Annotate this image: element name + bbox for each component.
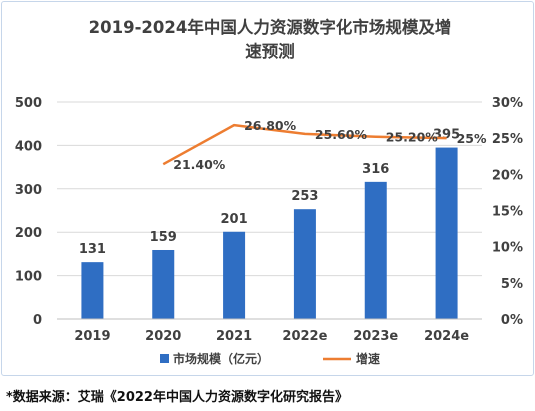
bar bbox=[435, 147, 458, 319]
chart-title-line-2: 速预测 bbox=[245, 41, 295, 61]
growth-value-label: 26.80% bbox=[244, 118, 297, 133]
bar-value-label: 253 bbox=[291, 189, 318, 204]
y-left-tick-label: 400 bbox=[15, 139, 42, 154]
y-left-tick-label: 300 bbox=[15, 183, 42, 198]
growth-line bbox=[162, 123, 447, 166]
x-tick-label: 2023e bbox=[353, 329, 398, 344]
axes: 0 100 200 300 400 500 0% 5% 10% 15% 20% 25% 30% 2019 2… bbox=[15, 96, 523, 344]
legend-label-growth: 增速 bbox=[356, 351, 380, 366]
x-tick-label: 2020 bbox=[145, 329, 181, 344]
growth-value-label: 21.40% bbox=[173, 157, 226, 172]
bar bbox=[223, 231, 246, 319]
y-left-tick-label: 500 bbox=[15, 96, 42, 111]
y-right-tick-label: 25% bbox=[492, 132, 523, 147]
bar-value-label: 316 bbox=[362, 162, 389, 177]
y-right-tick-label: 0% bbox=[501, 313, 523, 328]
x-tick-label: 2019 bbox=[74, 329, 110, 344]
growth-value-label: 25.20% bbox=[386, 130, 439, 145]
y-left-tick-label: 200 bbox=[15, 226, 42, 241]
y-right-tick-label: 30% bbox=[492, 96, 523, 111]
chart-frame: 2019-2024年中国人力资源数字化市场规模及增 速预测 131 159 201 2… bbox=[1, 1, 534, 376]
bar-value-label: 159 bbox=[150, 230, 177, 245]
growth-line-series: 21.40% 26.80% 25.60% 25.20% 25% bbox=[162, 118, 487, 172]
x-tick-label: 2021 bbox=[216, 329, 252, 344]
bar bbox=[293, 209, 316, 319]
y-right-tick-label: 20% bbox=[492, 168, 523, 183]
legend: 市场规模（亿元） 增速 bbox=[160, 351, 380, 366]
gridlines bbox=[57, 101, 482, 277]
bar-value-label: 131 bbox=[79, 242, 106, 257]
bar bbox=[364, 181, 387, 319]
bar bbox=[81, 262, 104, 319]
growth-value-label: 25% bbox=[457, 131, 487, 146]
x-tick-label: 2022e bbox=[282, 329, 327, 344]
bar bbox=[152, 249, 175, 319]
chart-canvas: 2019-2024年中国人力资源数字化市场规模及增 速预测 131 159 201 2… bbox=[15, 17, 523, 366]
legend-label-market-size: 市场规模（亿元） bbox=[173, 351, 269, 366]
y-right-tick-label: 5% bbox=[501, 277, 523, 292]
y-left-tick-label: 0 bbox=[33, 313, 42, 328]
y-right-tick-label: 10% bbox=[492, 241, 523, 256]
x-tick-label: 2024e bbox=[424, 329, 469, 344]
source-note: *数据来源：艾瑞《2022年中国人力资源数字化研究报告》 bbox=[6, 390, 348, 405]
growth-value-label: 25.60% bbox=[315, 127, 368, 142]
chart-title-line-1: 2019-2024年中国人力资源数字化市场规模及增 bbox=[89, 17, 452, 37]
y-left-tick-label: 100 bbox=[15, 270, 42, 285]
y-right-tick-label: 15% bbox=[492, 205, 523, 220]
legend-swatch-market-size bbox=[160, 354, 169, 363]
bar-value-label: 201 bbox=[221, 212, 248, 227]
